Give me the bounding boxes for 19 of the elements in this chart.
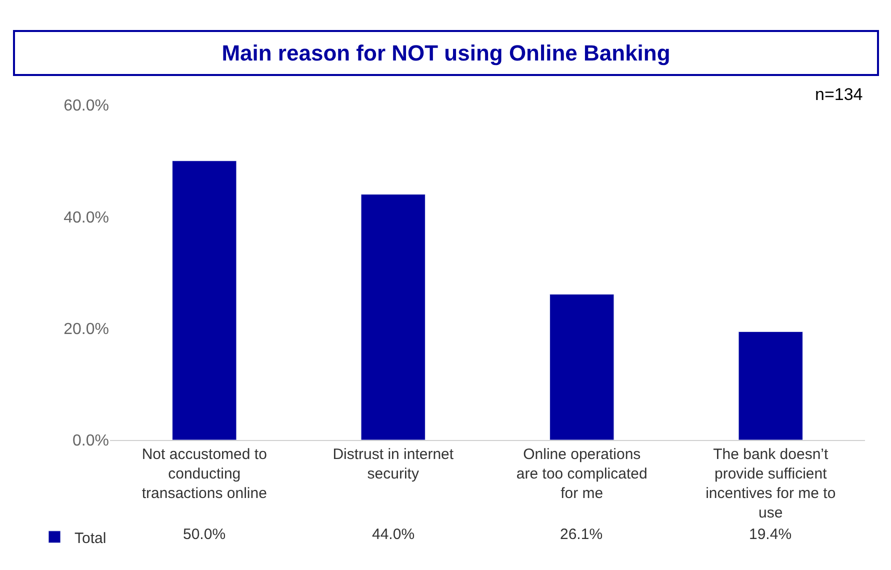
x-tick-label: The bank doesn’t provide sufficient incentives for me to use: [706, 446, 836, 522]
y-tick-label: 0.0%: [72, 432, 109, 450]
text: 26.1%: [560, 526, 603, 543]
y-tick-label: 20.0%: [64, 320, 109, 338]
x-tick-label: Online operations are too complicated for me: [516, 446, 648, 502]
bar: [550, 294, 614, 440]
text: 19.4%: [749, 526, 792, 543]
chart-title: Main reason for NOT using Online Banking: [222, 40, 670, 66]
text: n=134: [815, 85, 863, 104]
bar: [738, 331, 803, 440]
text: 50.0%: [183, 526, 226, 543]
legend-label: Total: [74, 530, 106, 547]
bar: [360, 194, 426, 440]
y-tick-label: 60.0%: [64, 98, 109, 115]
text: 44.0%: [372, 526, 415, 543]
x-tick-label: Distrust in internet security: [332, 446, 454, 482]
bar: [172, 160, 237, 440]
y-tick-label: 40.0%: [64, 209, 109, 226]
x-tick-label: Not accustomed to conducting transactions online: [142, 446, 267, 502]
